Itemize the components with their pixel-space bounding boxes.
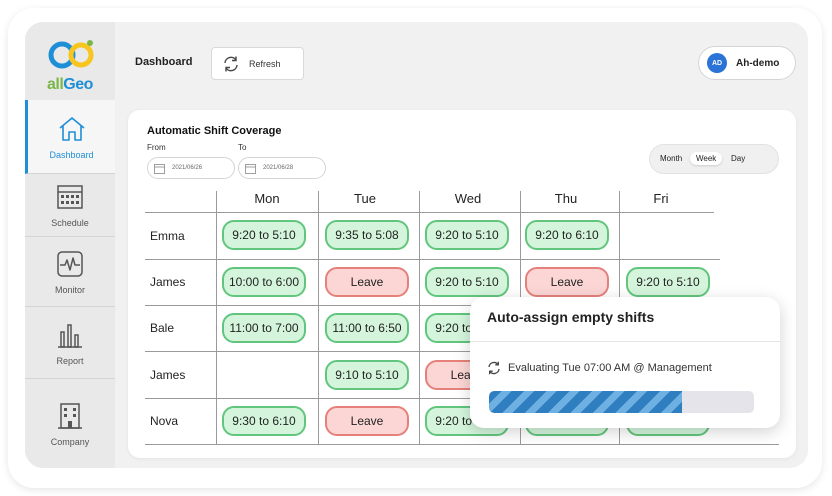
shift-pill[interactable]: 9:20 to 5:10 — [222, 220, 306, 250]
shift-pill[interactable]: 9:20 to 5:10 — [425, 267, 509, 297]
grid-line — [145, 351, 605, 352]
calendar-icon — [245, 163, 256, 174]
day-header-mon: Mon — [254, 191, 280, 206]
progress-fill — [489, 391, 683, 413]
to-label: To — [238, 143, 247, 152]
user-name: Ah-demo — [736, 57, 780, 69]
employee-name: James — [150, 275, 186, 289]
popup-title: Auto-assign empty shifts — [487, 309, 655, 325]
view-day-tab[interactable]: Day — [731, 154, 746, 163]
shift-pill[interactable]: 9:35 to 5:08 — [325, 220, 409, 250]
avatar: AD — [707, 53, 727, 73]
shift-pill[interactable]: 11:00 to 6:50 — [325, 313, 409, 343]
sidebar: allGeo Dashboard Schedule Monitor Report… — [25, 22, 115, 468]
leave-pill[interactable]: Leave — [325, 267, 409, 297]
from-date-field[interactable]: 2021/06/26 — [147, 157, 235, 179]
logo-rings-icon — [48, 40, 94, 69]
sidebar-item-label: Dashboard — [49, 149, 94, 160]
grid-line — [145, 259, 720, 260]
shift-pill[interactable]: 9:10 to 5:10 — [325, 360, 409, 390]
monitor-icon — [57, 250, 83, 277]
from-label: From — [147, 143, 166, 152]
employee-name: James — [150, 368, 186, 382]
refresh-icon — [224, 56, 238, 71]
grid-line — [216, 191, 217, 445]
popup-divider — [470, 341, 780, 342]
day-header-tue: Tue — [354, 191, 376, 206]
shift-pill[interactable]: 9:20 to 6:10 — [525, 220, 609, 250]
calendar-icon — [57, 185, 83, 209]
shift-pill[interactable]: 9:30 to 6:10 — [222, 406, 306, 436]
sidebar-item-label: Schedule — [51, 218, 89, 228]
employee-name: Emma — [150, 229, 185, 243]
grid-line — [145, 444, 779, 445]
grid-line — [145, 398, 605, 399]
from-date-value: 2021/06/26 — [172, 165, 203, 171]
view-toggle: Month Week Day — [649, 144, 779, 174]
refresh-button[interactable]: Refresh — [211, 47, 304, 80]
employee-name: Bale — [150, 321, 175, 335]
bar-chart-icon — [58, 323, 82, 348]
logo-text: allGeo — [47, 76, 93, 93]
sidebar-item-label: Company — [50, 436, 90, 447]
employee-name: Nova — [150, 414, 179, 428]
sidebar-item-report[interactable]: Report — [25, 307, 115, 379]
to-date-value: 2021/06/28 — [263, 165, 294, 171]
shift-pill[interactable]: 9:20 to 5:10 — [626, 267, 710, 297]
sidebar-item-dashboard[interactable]: Dashboard — [25, 100, 115, 174]
day-header-wed: Wed — [454, 191, 482, 206]
sidebar-item-label: Monitor — [54, 284, 85, 295]
grid-line — [419, 191, 420, 445]
page-title: Dashboard — [135, 56, 193, 68]
leave-pill[interactable]: Leave — [525, 267, 609, 297]
view-week-tab[interactable]: Week — [690, 152, 723, 165]
leave-pill[interactable]: Leave — [325, 406, 409, 436]
home-icon — [58, 116, 85, 141]
auto-assign-popup: Auto-assign empty shifts Evaluating Tue … — [470, 297, 780, 428]
shift-pill[interactable]: 11:00 to 7:00 — [222, 313, 306, 343]
building-icon — [58, 402, 82, 429]
sync-icon — [488, 361, 500, 375]
allgeo-logo: allGeo — [25, 34, 115, 100]
shift-pill[interactable]: 9:20 to 5:10 — [425, 220, 509, 250]
shift-pill[interactable]: 10:00 to 6:00 — [222, 267, 306, 297]
progress-bar — [489, 391, 754, 413]
user-menu[interactable]: AD Ah-demo — [698, 46, 796, 80]
status-text: Evaluating Tue 07:00 AM @ Management — [508, 362, 712, 374]
day-header-thu: Thu — [554, 191, 578, 206]
grid-line — [145, 305, 605, 306]
grid-line — [318, 191, 319, 445]
grid-line — [145, 212, 714, 213]
calendar-icon — [154, 163, 165, 174]
card-title: Automatic Shift Coverage — [147, 125, 282, 137]
refresh-label: Refresh — [249, 58, 281, 69]
popup-status: Evaluating Tue 07:00 AM @ Management — [487, 361, 712, 375]
view-month-tab[interactable]: Month — [660, 154, 683, 163]
day-header-fri: Fri — [653, 191, 669, 206]
to-date-field[interactable]: 2021/06/28 — [238, 157, 326, 179]
sidebar-item-label: Report — [56, 355, 84, 366]
sidebar-item-monitor[interactable]: Monitor — [25, 237, 115, 307]
sidebar-item-schedule[interactable]: Schedule — [25, 174, 115, 237]
sidebar-item-company[interactable]: Company — [25, 379, 115, 468]
